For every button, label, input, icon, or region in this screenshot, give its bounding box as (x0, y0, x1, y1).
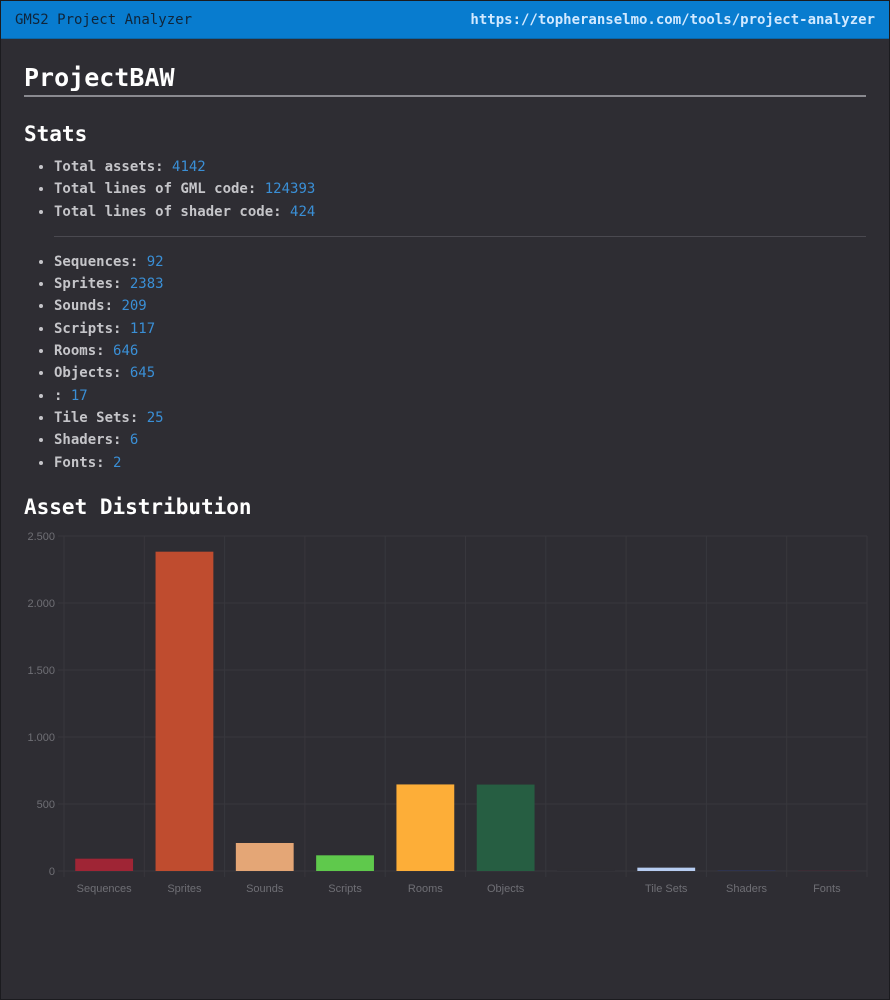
x-tick-label: Fonts (813, 883, 841, 895)
list-item: Scripts: 117 (54, 318, 866, 340)
bar (557, 868, 615, 871)
y-tick-label: 2.000 (27, 598, 55, 610)
list-item: Shaders: 6 (54, 429, 866, 451)
list-item: Total lines of GML code: 124393 (54, 178, 866, 200)
y-tick-label: 1.000 (27, 732, 55, 744)
totals-list: Total assets: 4142 Total lines of GML co… (24, 156, 866, 223)
tool-url-link[interactable]: https://topheranselmo.com/tools/project-… (470, 11, 875, 28)
list-item: Sprites: 2383 (54, 273, 866, 295)
x-tick-label: Objects (487, 883, 525, 895)
y-tick-label: 1.500 (27, 665, 55, 677)
x-tick-label: Rooms (408, 883, 443, 895)
distribution-heading: Asset Distribution (24, 494, 252, 519)
list-item: Sequences: 92 (54, 251, 866, 273)
divider (54, 235, 866, 237)
top-bar: GMS2 Project Analyzer https://topheranse… (1, 1, 889, 39)
list-item: Total lines of shader code: 424 (54, 201, 866, 223)
list-item: Tile Sets: 25 (54, 407, 866, 429)
stats-heading: Stats (24, 122, 88, 146)
bar (637, 867, 696, 871)
asset-count-list: Sequences: 92 Sprites: 2383 Sounds: 209 … (24, 251, 866, 474)
project-title: ProjectBAW (24, 63, 866, 97)
x-tick-label: Sequences (77, 883, 133, 895)
bar-chart-svg: 0 500 1.000 1.500 2.000 2.500 Sequences Sprites… (27, 531, 868, 895)
x-tick-label: Scripts (328, 883, 362, 895)
x-tick-label: Shaders (726, 883, 767, 895)
bar (476, 784, 535, 871)
list-item: : 17 (54, 385, 866, 407)
bar (717, 870, 776, 871)
list-item: Fonts: 2 (54, 452, 866, 474)
main-content: ProjectBAW Stats Total assets: 4142 Tota… (1, 63, 889, 520)
asset-distribution-chart: 0 500 1.000 1.500 2.000 2.500 Sequences Sprites… (24, 526, 869, 896)
list-item: Rooms: 646 (54, 340, 866, 362)
y-tick-label: 0 (49, 866, 55, 878)
list-item: Sounds: 209 (54, 295, 866, 317)
app-title: GMS2 Project Analyzer (15, 11, 193, 28)
y-tick-label: 2.500 (27, 531, 55, 543)
bar (75, 858, 134, 871)
list-item: Total assets: 4142 (54, 156, 866, 178)
list-item: Objects: 645 (54, 362, 866, 384)
x-tick-label: Sprites (167, 883, 202, 895)
x-tick-label: Tile Sets (645, 883, 688, 895)
bar (396, 784, 455, 871)
y-tick-label: 500 (37, 799, 55, 811)
bar (235, 842, 294, 871)
x-tick-label: Sounds (246, 883, 284, 895)
bar (316, 855, 374, 871)
bar (155, 551, 214, 871)
